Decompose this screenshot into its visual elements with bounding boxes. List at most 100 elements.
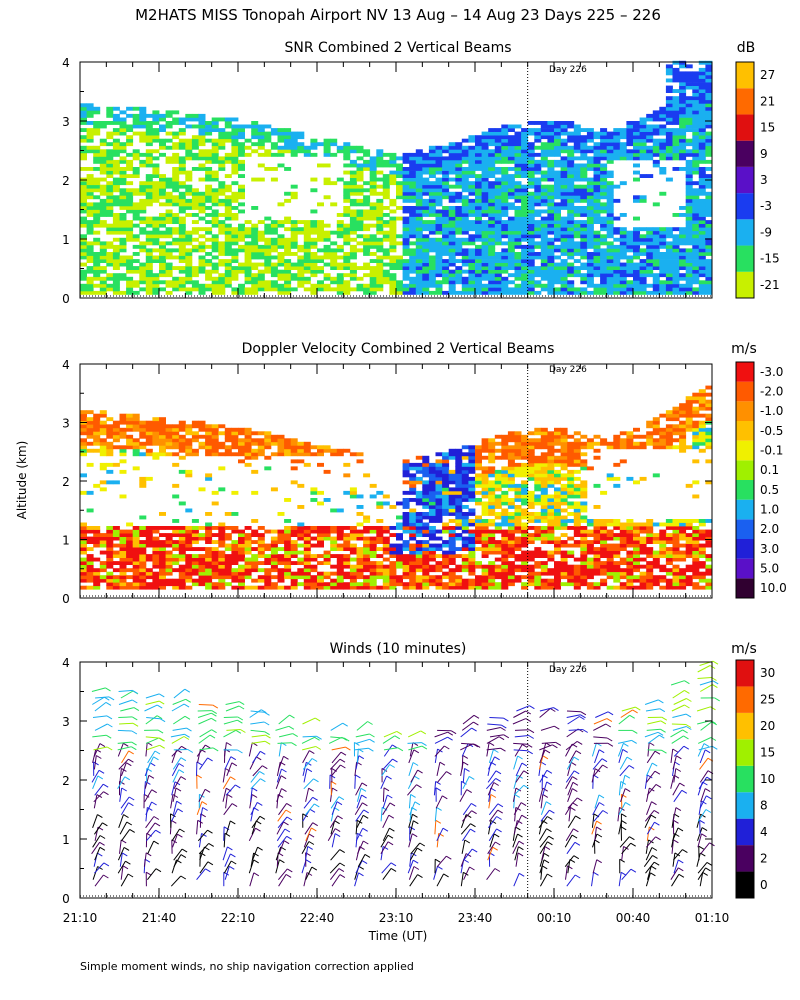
snr-cell	[159, 142, 166, 147]
doppler-cell	[264, 554, 272, 558]
doppler-cell	[290, 438, 298, 443]
snr-cell	[692, 96, 700, 101]
snr-cell	[422, 188, 430, 193]
snr-cell	[185, 152, 193, 157]
snr-cell	[639, 280, 647, 285]
snr-cell	[461, 177, 469, 182]
snr-cell	[501, 266, 509, 270]
snr-cell	[573, 128, 581, 132]
doppler-cell	[211, 554, 219, 558]
snr-cell	[310, 209, 318, 214]
snr-cell	[382, 213, 390, 217]
doppler-cell	[132, 550, 140, 555]
snr-cell	[705, 142, 713, 147]
snr-cell	[198, 244, 206, 249]
doppler-cell	[270, 543, 278, 548]
snr-cell	[593, 213, 601, 217]
doppler-cell	[442, 483, 450, 488]
snr-cell	[159, 177, 166, 182]
doppler-cell	[172, 529, 180, 534]
doppler-cell	[415, 498, 423, 502]
doppler-cell	[132, 561, 140, 565]
snr-cell	[231, 241, 239, 246]
snr-cell	[698, 188, 706, 193]
doppler-cell	[356, 536, 364, 541]
snr-cell	[435, 252, 443, 256]
doppler-cell	[218, 487, 226, 492]
snr-cell	[409, 159, 417, 164]
snr-cell	[685, 113, 693, 118]
doppler-cell	[402, 501, 410, 506]
snr-cell	[277, 152, 285, 157]
doppler-cell	[185, 452, 193, 457]
doppler-cell	[343, 540, 351, 544]
doppler-cell	[422, 547, 430, 551]
snr-cell	[191, 248, 199, 253]
snr-cell	[567, 156, 575, 161]
snr-cell	[80, 113, 87, 118]
snr-cell	[527, 227, 535, 232]
doppler-cell	[191, 529, 199, 534]
doppler-cell	[455, 575, 463, 580]
snr-cell	[80, 276, 87, 281]
snr-cell	[435, 241, 443, 246]
snr-cell	[554, 206, 561, 210]
snr-cell	[257, 131, 265, 136]
snr-cell	[211, 234, 219, 239]
doppler-cell	[461, 490, 469, 495]
doppler-cell	[409, 522, 417, 527]
snr-cell	[692, 89, 700, 93]
snr-cell	[600, 241, 608, 246]
snr-cell	[514, 223, 522, 228]
snr-cell	[573, 177, 581, 182]
snr-cell	[323, 149, 331, 154]
doppler-cell	[152, 441, 160, 446]
snr-cell	[692, 82, 700, 86]
snr-cell	[705, 195, 713, 200]
doppler-cell	[205, 512, 213, 516]
snr-cell	[672, 121, 680, 125]
snr-cell	[251, 142, 259, 147]
snr-cell	[573, 266, 581, 270]
doppler-cell	[290, 466, 298, 471]
snr-cell	[369, 223, 377, 228]
snr-cell	[679, 213, 687, 217]
snr-cell	[481, 170, 489, 175]
snr-cell	[514, 259, 522, 263]
snr-cell	[534, 273, 542, 278]
snr-cell	[461, 280, 469, 285]
snr-cell	[626, 290, 634, 295]
snr-cell	[514, 213, 522, 217]
snr-cell	[468, 174, 476, 178]
doppler-cell	[218, 533, 226, 537]
doppler-cell	[185, 575, 193, 580]
snr-cell	[507, 262, 515, 267]
snr-cell	[665, 89, 673, 93]
snr-cell	[264, 149, 272, 154]
snr-cell	[290, 252, 298, 256]
snr-cell	[554, 152, 561, 157]
snr-cell	[540, 252, 548, 256]
snr-cell	[626, 283, 634, 288]
snr-cell	[211, 241, 219, 246]
snr-cell	[145, 198, 153, 203]
doppler-cell	[218, 554, 226, 558]
snr-cell	[475, 181, 482, 186]
snr-cell	[494, 259, 502, 263]
snr-cell	[534, 138, 542, 143]
snr-cell	[402, 216, 410, 221]
snr-cell	[633, 170, 640, 175]
doppler-cell	[448, 585, 456, 590]
colorbar-label: 27	[760, 68, 775, 82]
doppler-cell	[409, 466, 417, 471]
snr-cell	[547, 167, 555, 171]
snr-cell	[317, 269, 324, 274]
doppler-cell	[159, 543, 166, 548]
doppler-cell	[112, 431, 120, 436]
doppler-cell	[152, 540, 160, 544]
doppler-cell	[442, 452, 450, 457]
snr-cell	[402, 244, 410, 249]
snr-cell	[692, 290, 700, 295]
doppler-cell	[132, 413, 140, 418]
doppler-cell	[231, 529, 239, 534]
